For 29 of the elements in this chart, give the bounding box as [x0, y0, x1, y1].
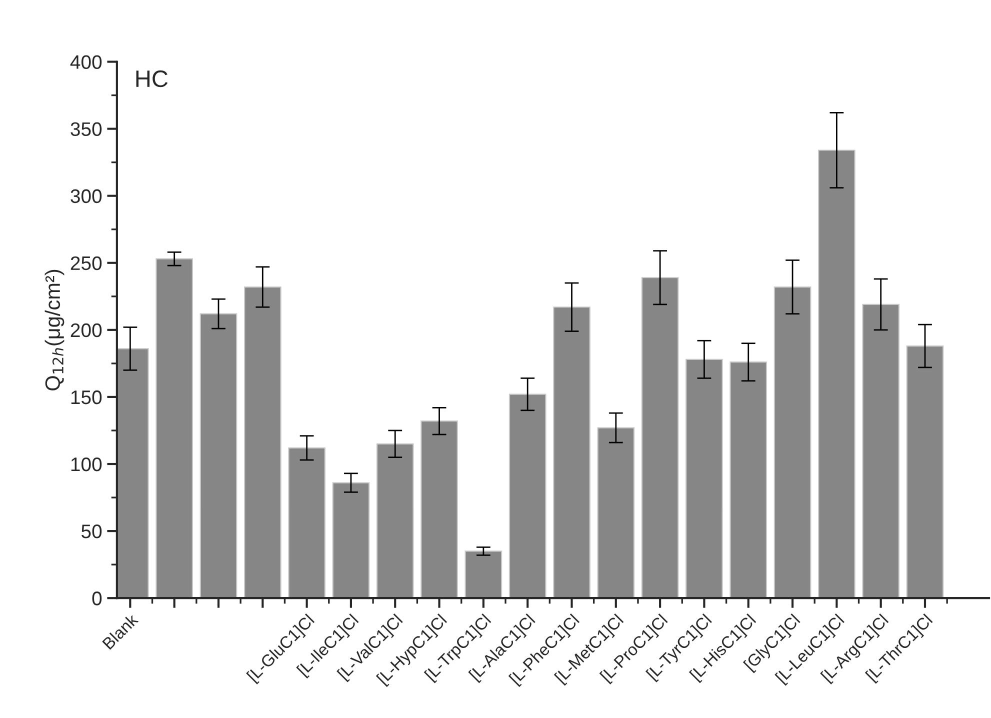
bar: [774, 286, 812, 598]
y-tick-label: 200: [70, 323, 102, 338]
bar: [641, 277, 679, 598]
y-tick-label: 0: [92, 592, 102, 606]
bar: [597, 427, 635, 598]
y-tick-label: 250: [70, 256, 102, 270]
bar: [508, 394, 546, 598]
bar: [200, 313, 238, 598]
bar: [862, 304, 900, 598]
y-tick-label: 150: [71, 390, 102, 404]
chart-title: HC: [136, 70, 168, 88]
bar: [244, 286, 282, 598]
y-tick-label: 400: [70, 55, 102, 69]
bar: [288, 447, 326, 598]
y-tick-label: 50: [82, 524, 102, 538]
bar: [420, 420, 458, 598]
y-tick-label: 100: [71, 457, 102, 472]
bar: [332, 482, 370, 598]
y-tick-label: 300: [70, 189, 102, 204]
bar: [730, 362, 768, 598]
bar: [376, 443, 414, 598]
bar: [553, 306, 590, 598]
bar: [686, 358, 723, 598]
y-axis-title: Q$_{12h}$(μg/cm²): [44, 270, 64, 390]
bar: [818, 150, 856, 598]
bar: [906, 345, 944, 598]
bar: [156, 258, 193, 598]
y-tick-label: 350: [70, 122, 102, 136]
bar: [464, 550, 502, 598]
